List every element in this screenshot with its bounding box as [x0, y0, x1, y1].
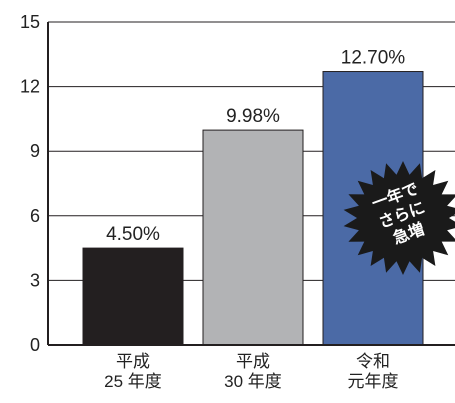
data-label: 12.70% — [341, 48, 406, 69]
x-category-label: 令和 — [356, 352, 390, 371]
y-tick-label: 9 — [30, 141, 40, 161]
y-tick-label: 15 — [20, 12, 40, 32]
starburst-badge — [343, 161, 455, 275]
x-category-label: 30 年度 — [224, 372, 282, 391]
y-tick-label: 3 — [30, 270, 40, 290]
y-tick-label: 0 — [30, 335, 40, 355]
y-tick-label: 6 — [30, 206, 40, 226]
bar — [202, 129, 304, 346]
bar-layer — [82, 71, 424, 346]
x-category-label: 元年度 — [348, 372, 399, 391]
data-label: 4.50% — [106, 224, 160, 245]
x-category-label: 平成 — [116, 352, 150, 371]
x-category-label: 平成 — [236, 352, 270, 371]
bar — [82, 247, 184, 346]
x-category-label: 25 年度 — [104, 372, 162, 391]
y-tick-label: 12 — [20, 77, 40, 97]
data-label: 9.98% — [226, 106, 280, 127]
axis-layer: 0 3 6 9 12 15 — [20, 12, 455, 355]
